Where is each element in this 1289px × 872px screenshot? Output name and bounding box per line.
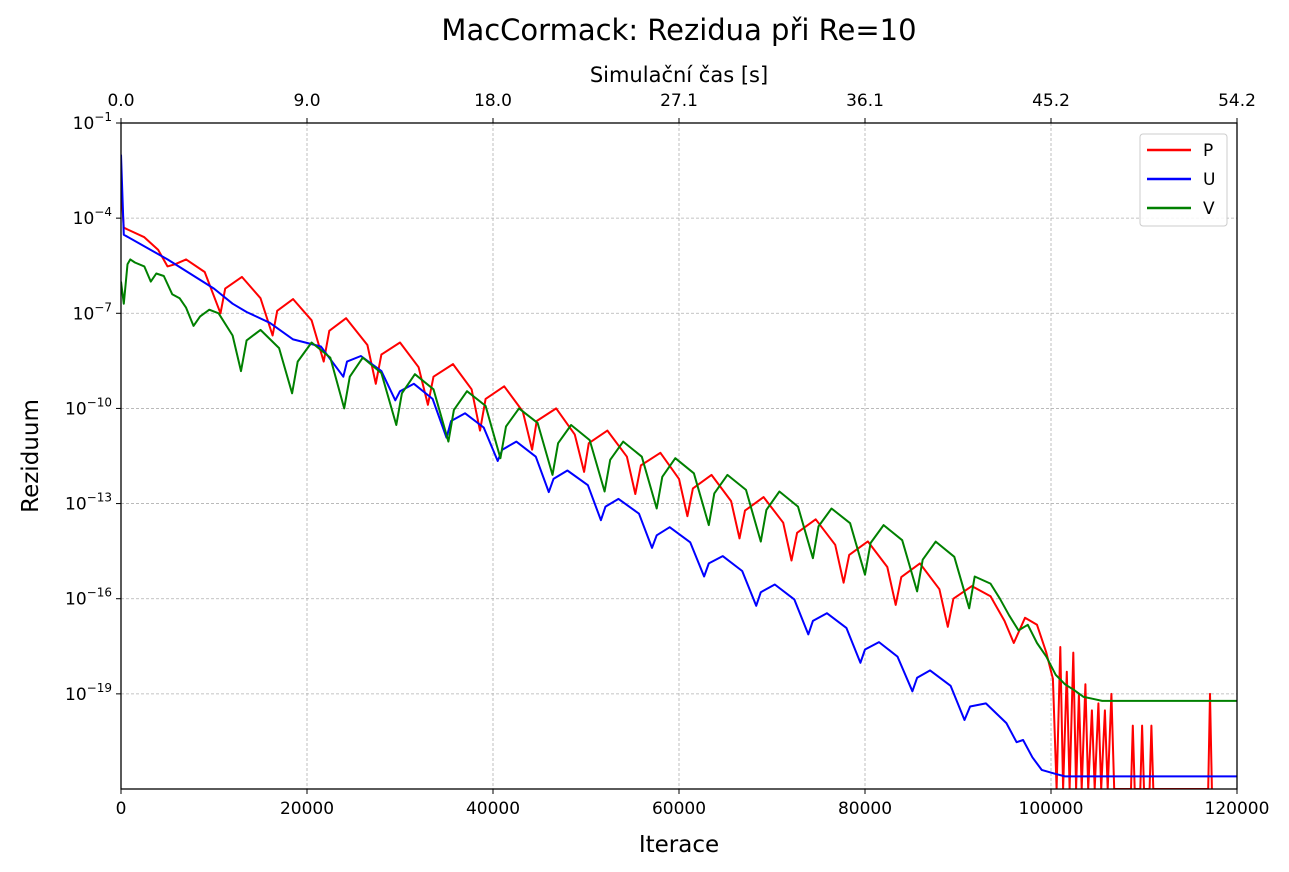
x-tick-label: 20000 xyxy=(280,799,334,819)
top-tick-label: 0.0 xyxy=(107,91,134,111)
y-tick-base: 10 xyxy=(65,685,87,705)
y-tick-base: 10 xyxy=(65,399,87,419)
x-tick-label: 60000 xyxy=(652,799,706,819)
x-axis-label: Iterace xyxy=(639,832,719,858)
top-tick-label: 27.1 xyxy=(660,91,698,111)
y-tick-base: 10 xyxy=(73,209,95,229)
legend-label-u: U xyxy=(1203,170,1215,190)
y-tick-label: 10−1 xyxy=(73,110,112,134)
x-tick-label: 40000 xyxy=(466,799,520,819)
y-tick-exponent: −1 xyxy=(94,110,112,124)
axis-ticks: 0 20000 40000 60000 80000 100000 120000 0.0 9.0 1… xyxy=(65,91,1269,819)
series-lines xyxy=(121,154,1237,789)
x-tick-label: 80000 xyxy=(838,799,892,819)
x-tick-label: 120000 xyxy=(1205,799,1270,819)
y-tick-exponent: −13 xyxy=(87,491,112,505)
y-tick-exponent: −19 xyxy=(87,681,112,695)
y-tick-base: 10 xyxy=(65,495,87,515)
y-axis-label: Reziduum xyxy=(18,399,44,513)
y-tick-label: 10−13 xyxy=(65,491,112,515)
y-tick-exponent: −4 xyxy=(94,205,112,219)
y-tick-base: 10 xyxy=(65,590,87,610)
series-line-p xyxy=(121,186,1213,789)
grid xyxy=(121,123,1237,789)
y-tick-label: 10−7 xyxy=(73,300,112,324)
legend-label-v: V xyxy=(1203,199,1215,219)
chart-title: MacCormack: Rezidua při Re=10 xyxy=(441,13,916,47)
top-tick-label: 36.1 xyxy=(846,91,884,111)
y-tick-label: 10−16 xyxy=(65,586,112,610)
legend: P U V xyxy=(1139,133,1228,227)
top-tick-label: 54.2 xyxy=(1218,91,1256,111)
top-tick-label: 9.0 xyxy=(293,91,320,111)
y-tick-exponent: −7 xyxy=(94,300,112,314)
y-tick-base: 10 xyxy=(73,304,95,324)
x-tick-label: 100000 xyxy=(1019,799,1084,819)
y-tick-label: 10−4 xyxy=(73,205,112,229)
top-axis-label: Simulační čas [s] xyxy=(590,63,768,87)
y-tick-label: 10−10 xyxy=(65,395,112,419)
top-tick-label: 45.2 xyxy=(1032,91,1070,111)
y-tick-exponent: −16 xyxy=(87,586,112,600)
y-tick-label: 10−19 xyxy=(65,681,112,705)
series-line-v xyxy=(121,258,1237,702)
legend-label-p: P xyxy=(1203,141,1213,161)
y-tick-exponent: −10 xyxy=(87,395,112,409)
x-tick-label: 0 xyxy=(116,799,127,819)
y-tick-base: 10 xyxy=(73,114,95,134)
top-tick-label: 18.0 xyxy=(474,91,512,111)
